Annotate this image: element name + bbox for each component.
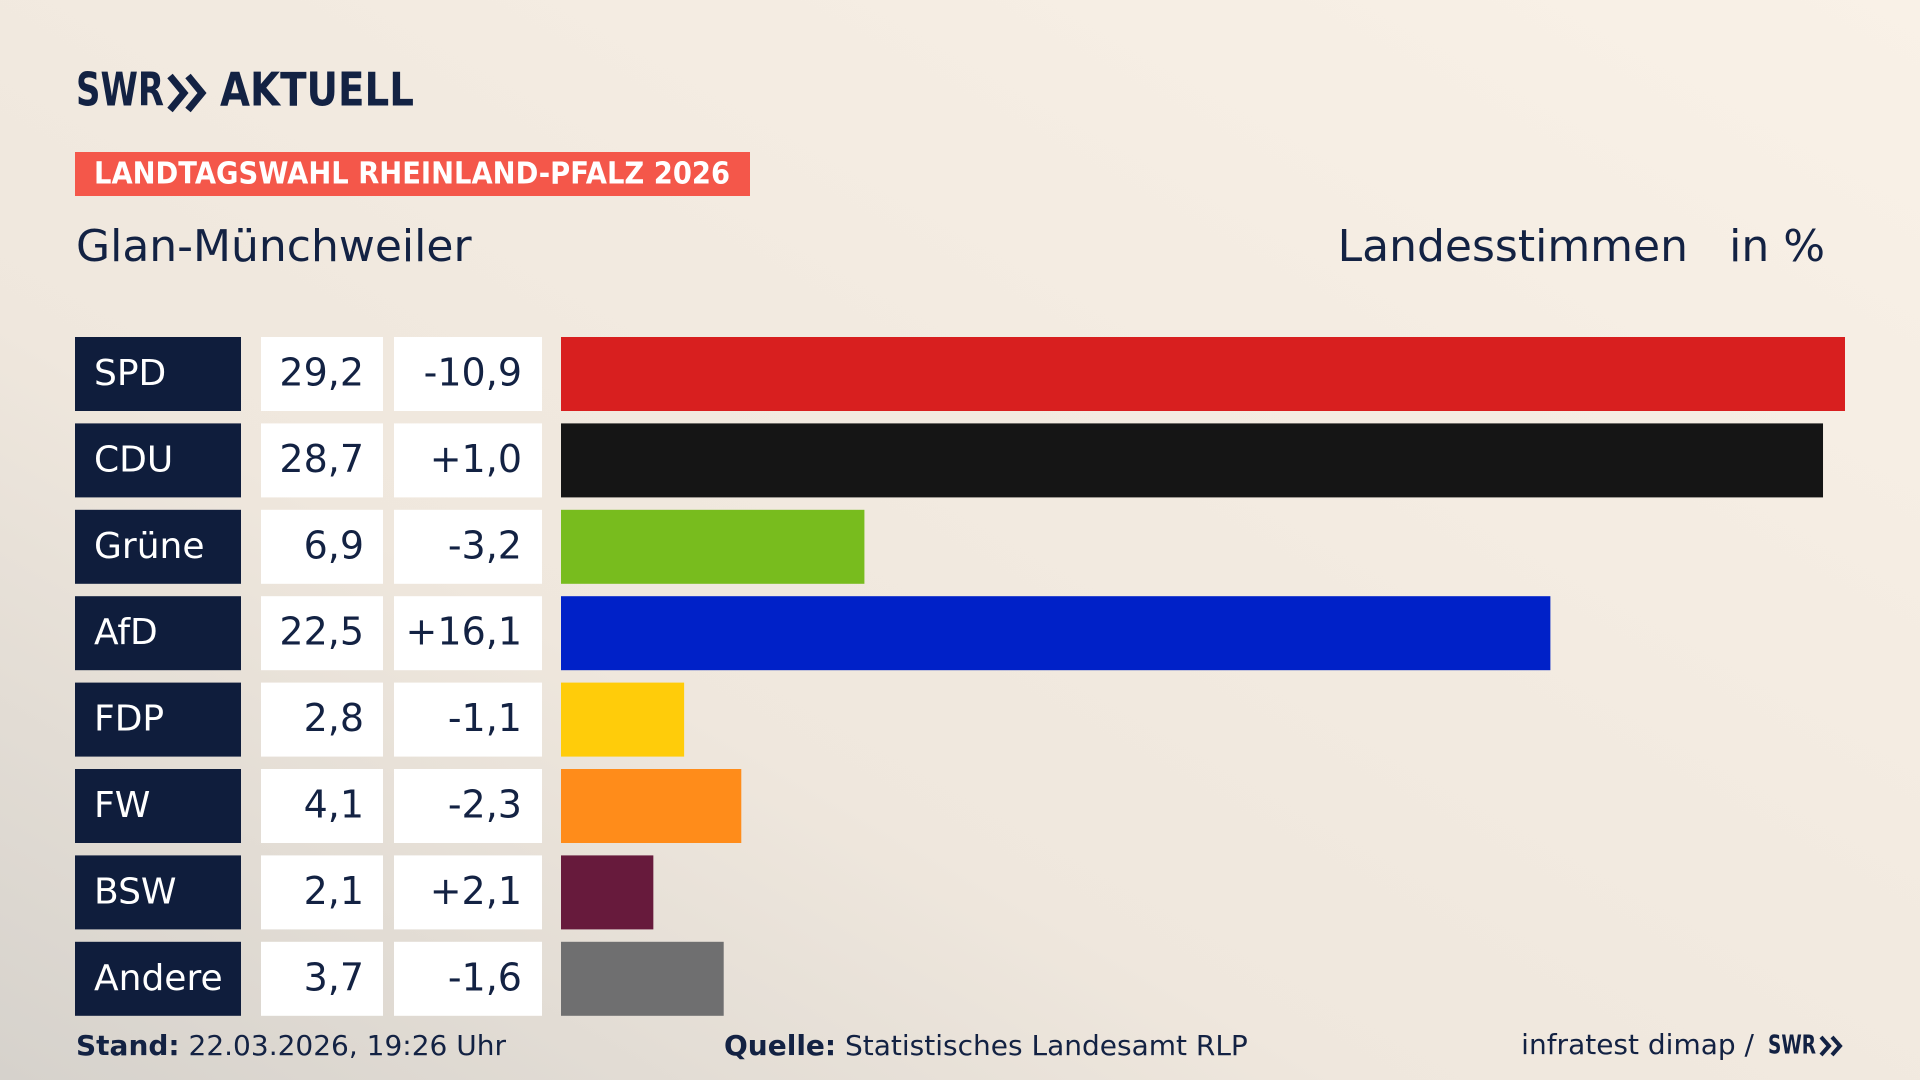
change-label: +1,0 [430, 437, 522, 481]
value-box [261, 855, 383, 930]
change-label: +16,1 [406, 610, 522, 654]
party-label: CDU [94, 439, 173, 480]
change-label: -10,9 [424, 351, 522, 395]
stand-value: 22.03.2026, 19:26 Uhr [189, 1029, 507, 1062]
bar [561, 509, 865, 584]
bar [561, 941, 724, 1016]
banner [75, 152, 750, 196]
party-label: FDP [94, 699, 164, 740]
value-box [261, 509, 383, 584]
footer-source: Quelle: Statistisches Landesamt RLP [724, 1029, 1248, 1062]
change-label: -2,3 [448, 783, 522, 827]
party-label: Andere [94, 958, 223, 999]
bar [561, 596, 1551, 671]
stand-label: Stand: [76, 1029, 180, 1062]
change-box [394, 596, 542, 671]
change-box [394, 682, 542, 757]
party-box [75, 423, 241, 498]
change-box [394, 769, 542, 843]
change-box [394, 509, 542, 584]
footer-logo-chevron [1830, 1035, 1843, 1057]
party-box [75, 509, 241, 584]
value-box [261, 682, 383, 757]
party-box [75, 596, 241, 671]
change-label: +2,1 [430, 869, 522, 913]
bar [561, 337, 1845, 411]
party-box [75, 337, 241, 411]
bar [561, 423, 1824, 498]
party-label: FW [94, 785, 150, 826]
value-label: 2,1 [304, 869, 364, 913]
party-label: Grüne [94, 526, 204, 567]
change-label: -3,2 [448, 523, 522, 567]
measure-label: Landesstimmen [1338, 221, 1688, 272]
unit-label: in % [1729, 221, 1825, 272]
logo-text: AKTUELL [220, 63, 414, 117]
party-label: BSW [94, 871, 177, 912]
value-box [261, 769, 383, 843]
footer-institute: infratest dimap / [1521, 1028, 1754, 1061]
footer-logo: SWR [1768, 1031, 1816, 1061]
change-label: -1,1 [448, 696, 522, 740]
value-label: 29,2 [279, 351, 364, 395]
rows: SPD 29,2 -10,9 CDU 28,7 +1,0 Grüne 6,9 -3,2 AfD 22… [75, 337, 1845, 1016]
party-label: AfD [94, 612, 158, 653]
value-label: 4,1 [304, 783, 364, 827]
value-label: 22,5 [279, 610, 364, 654]
logo-chevron [167, 73, 189, 113]
value-box [261, 596, 383, 671]
party-box [75, 682, 241, 757]
footer-stand: Stand: 22.03.2026, 19:26 Uhr [76, 1029, 506, 1062]
source-label: Quelle: [724, 1029, 836, 1062]
logo: SWR [76, 63, 164, 117]
change-box [394, 855, 542, 930]
party-box [75, 855, 241, 930]
footer-logo-chevron [1819, 1035, 1832, 1057]
change-label: -1,6 [448, 955, 522, 999]
value-label: 28,7 [279, 437, 364, 481]
logo-chevron [185, 73, 207, 113]
value-label: 3,7 [304, 955, 364, 999]
bar [561, 769, 742, 843]
change-box [394, 337, 542, 411]
bar [561, 682, 685, 757]
party-box [75, 769, 241, 843]
source-value: Statistisches Landesamt RLP [845, 1029, 1248, 1062]
value-box [261, 941, 383, 1016]
value-label: 2,8 [304, 696, 364, 740]
value-box [261, 423, 383, 498]
chart-title: Glan-Münchweiler [76, 221, 472, 272]
value-label: 6,9 [304, 523, 364, 567]
party-label: SPD [94, 353, 166, 394]
bar [561, 855, 654, 930]
value-box [261, 337, 383, 411]
party-box [75, 941, 241, 1016]
change-box [394, 423, 542, 498]
change-box [394, 941, 542, 1016]
banner-text: LANDTAGSWAHL RHEINLAND-PFALZ 2026 [94, 157, 730, 192]
